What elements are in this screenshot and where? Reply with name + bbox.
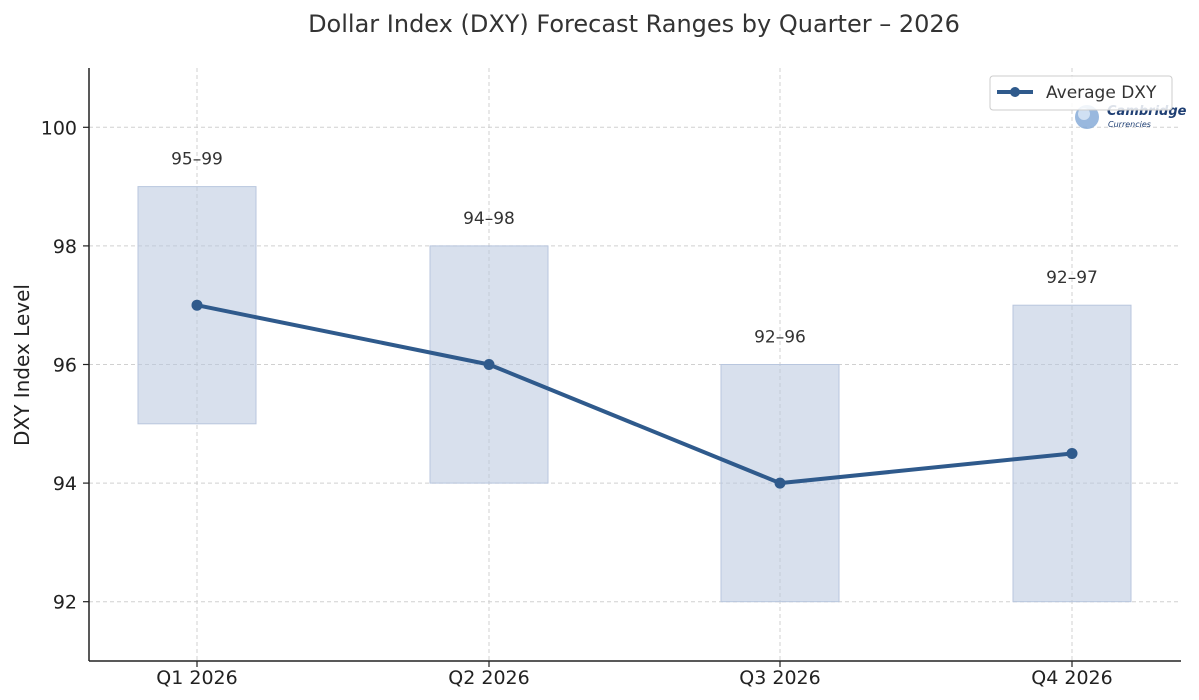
chart-title: Dollar Index (DXY) Forecast Ranges by Qu…: [308, 10, 960, 38]
range-label-q4: 92–97: [1046, 268, 1098, 288]
y-tick-label-92: 92: [53, 592, 77, 614]
range-label-q1: 95–99: [171, 150, 223, 170]
y-axis-label: DXY Index Level: [10, 284, 34, 446]
range-bar-q4: [1012, 304, 1132, 603]
average-dxy-point-q3: [774, 477, 786, 489]
average-dxy-point-q1: [191, 299, 203, 311]
legend-marker-icon: [1010, 87, 1020, 97]
x-tick-label-q2: Q2 2026: [448, 667, 529, 689]
y-tick-label-96: 96: [53, 355, 77, 377]
range-bars: [137, 186, 1132, 603]
logo-subtitle: Currencies: [1108, 120, 1151, 129]
average-dxy-point-q2: [483, 359, 495, 370]
x-tick-label-q1: Q1 2026: [156, 667, 237, 689]
y-tick-label-94: 94: [53, 473, 77, 495]
legend-box: [989, 75, 1173, 111]
range-label-q2: 94–98: [463, 209, 515, 229]
x-tick-label-q4: Q4 2026: [1031, 667, 1112, 689]
series-average-dxy: [191, 299, 1078, 489]
tick-labels: 92 94 96 98 100 Q1 2026 Q2 2026 Q3 2026 Q4 2026: [41, 117, 1113, 689]
average-dxy-point-q4: [1066, 447, 1078, 459]
axes: [83, 68, 1181, 667]
logo-highlight-icon: [1078, 108, 1090, 120]
x-tick-label-q3: Q3 2026: [739, 667, 820, 689]
average-dxy-line: [196, 303, 1073, 486]
range-labels: 95–99 94–98 92–96 92–97: [171, 150, 1098, 348]
legend-label-average-dxy: Average DXY: [1046, 83, 1157, 103]
legend[interactable]: Average DXY: [989, 75, 1173, 111]
y-tick-label-98: 98: [53, 236, 77, 258]
range-label-q3: 92–96: [754, 328, 806, 348]
y-tick-label-100: 100: [41, 117, 77, 139]
